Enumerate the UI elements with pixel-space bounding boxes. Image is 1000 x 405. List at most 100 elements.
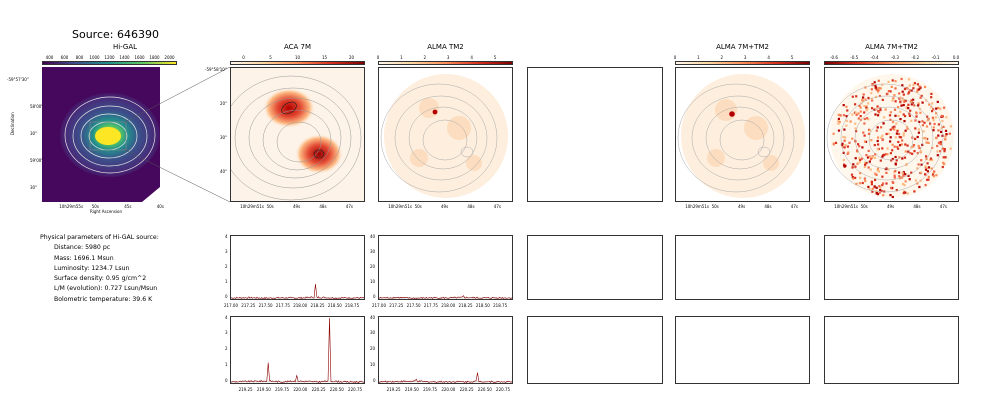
- noise-pixel: [858, 104, 861, 107]
- noise-pixel: [882, 122, 885, 125]
- noise-pixel: [885, 171, 888, 174]
- combo-colorbar: [675, 61, 810, 65]
- colorbar-tick-label: 1: [400, 55, 403, 60]
- colorbar-tick-label: 1000: [89, 55, 100, 60]
- noise-pixel: [913, 190, 916, 193]
- noise-pixel: [894, 155, 897, 159]
- colorbar-tick-label: 0: [242, 55, 245, 60]
- noise-pixel: [904, 191, 907, 194]
- noise-pixel: [922, 130, 925, 133]
- noise-pixel: [851, 166, 854, 169]
- noise-pixel: [921, 101, 924, 104]
- noise-pixel: [917, 104, 920, 107]
- noise-pixel: [874, 86, 878, 89]
- empty-spectrum-panel: [824, 316, 959, 384]
- aca-title: ACA 7M: [283, 43, 312, 51]
- noise-pixel: [894, 100, 897, 103]
- spectrum-x-tick-label: 217.75: [423, 303, 438, 308]
- noise-pixel: [926, 166, 929, 170]
- noise-pixel: [935, 107, 938, 110]
- noise-pixel: [903, 120, 906, 123]
- colorbar-tick-label: -0.6: [830, 55, 838, 60]
- noise-pixel: [873, 144, 876, 147]
- noise-pixel: [914, 119, 917, 122]
- noise-pixel: [935, 112, 938, 115]
- noise-pixel: [863, 105, 866, 108]
- noise-pixel: [849, 120, 852, 123]
- noise-pixel: [875, 186, 878, 189]
- noise-pixel: [899, 110, 902, 113]
- ra-tick-label: 48s: [467, 204, 475, 209]
- noise-pixel: [854, 127, 857, 130]
- noise-pixel: [866, 107, 869, 110]
- spectrum-x-tick-label: 217.00: [372, 303, 386, 308]
- spectrum-plot: [379, 295, 512, 299]
- comboneg-map: [826, 74, 954, 199]
- noise-pixel: [855, 130, 858, 133]
- higal-panel: [42, 67, 179, 202]
- colorbar-tick-label: 2000: [164, 55, 175, 60]
- noise-pixel: [859, 118, 863, 121]
- noise-pixel: [899, 136, 903, 139]
- noise-pixel: [862, 96, 865, 99]
- noise-pixel: [904, 99, 907, 102]
- spectrum-x-tick-label: 218.50: [327, 303, 342, 308]
- noise-pixel: [891, 120, 895, 124]
- noise-pixel: [877, 170, 880, 173]
- colorbar-tick-label: -0.4: [870, 55, 879, 60]
- empty-spectrum-panel: [675, 235, 810, 300]
- spectrum-line: [379, 372, 512, 383]
- spectrum-x-tick-label: 219.50: [404, 387, 419, 392]
- noise-pixel: [942, 161, 945, 164]
- noise-pixel: [907, 92, 910, 95]
- noise-pixel: [887, 132, 890, 135]
- colorbar-tick-label: 5: [269, 55, 272, 60]
- ra-tick-label: 47s: [345, 204, 353, 209]
- noise-pixel: [834, 141, 838, 144]
- colorbar-tick-label: 20: [348, 55, 355, 60]
- noise-pixel: [878, 86, 881, 89]
- tm2-colorbar: [378, 61, 513, 65]
- noise-pixel: [893, 145, 896, 148]
- spectrum-x-tick-label: 217.00: [224, 303, 238, 308]
- noise-pixel: [916, 88, 919, 91]
- noise-pixel: [910, 89, 913, 92]
- noise-pixel: [909, 109, 912, 112]
- noise-pixel: [931, 159, 934, 162]
- spectrum-x-tick-label: 220.50: [329, 387, 344, 392]
- noise-pixel: [925, 138, 928, 141]
- noise-pixel: [857, 143, 860, 146]
- noise-pixel: [932, 108, 935, 111]
- noise-pixel: [845, 124, 848, 127]
- noise-pixel: [940, 130, 943, 133]
- noise-pixel: [914, 137, 917, 140]
- spectrum-aca-upper: [230, 235, 365, 300]
- noise-pixel: [907, 78, 911, 81]
- noise-pixel: [894, 114, 897, 117]
- noise-pixel: [881, 147, 884, 150]
- noise-pixel: [881, 183, 884, 187]
- noise-pixel: [940, 127, 943, 130]
- spectrum-x-tick-label: 220.00: [441, 387, 456, 392]
- spectrum-plot: [231, 284, 364, 299]
- noise-pixel: [917, 144, 920, 148]
- noise-pixel: [868, 187, 871, 191]
- empty-map-panel: [527, 67, 663, 202]
- noise-pixel: [837, 120, 840, 123]
- noise-pixel: [832, 132, 835, 135]
- noise-pixel: [906, 192, 909, 195]
- spectrum-x-tick-label: 218.00: [441, 303, 456, 308]
- noise-pixel: [916, 152, 919, 155]
- comboneg-map-panel: [824, 67, 959, 202]
- noise-pixel: [889, 111, 892, 114]
- noise-pixel: [856, 162, 859, 165]
- noise-pixel: [937, 106, 940, 110]
- noise-pixel: [930, 92, 933, 95]
- noise-pixel: [899, 118, 902, 121]
- noise-pixel: [862, 131, 865, 134]
- noise-pixel: [880, 126, 883, 129]
- noise-pixel: [932, 129, 935, 132]
- colorbar-tick-label: 1400: [119, 55, 130, 60]
- spectrum-plot: [231, 317, 364, 383]
- phys-mass: Mass: 1696.1 Msun: [54, 254, 114, 262]
